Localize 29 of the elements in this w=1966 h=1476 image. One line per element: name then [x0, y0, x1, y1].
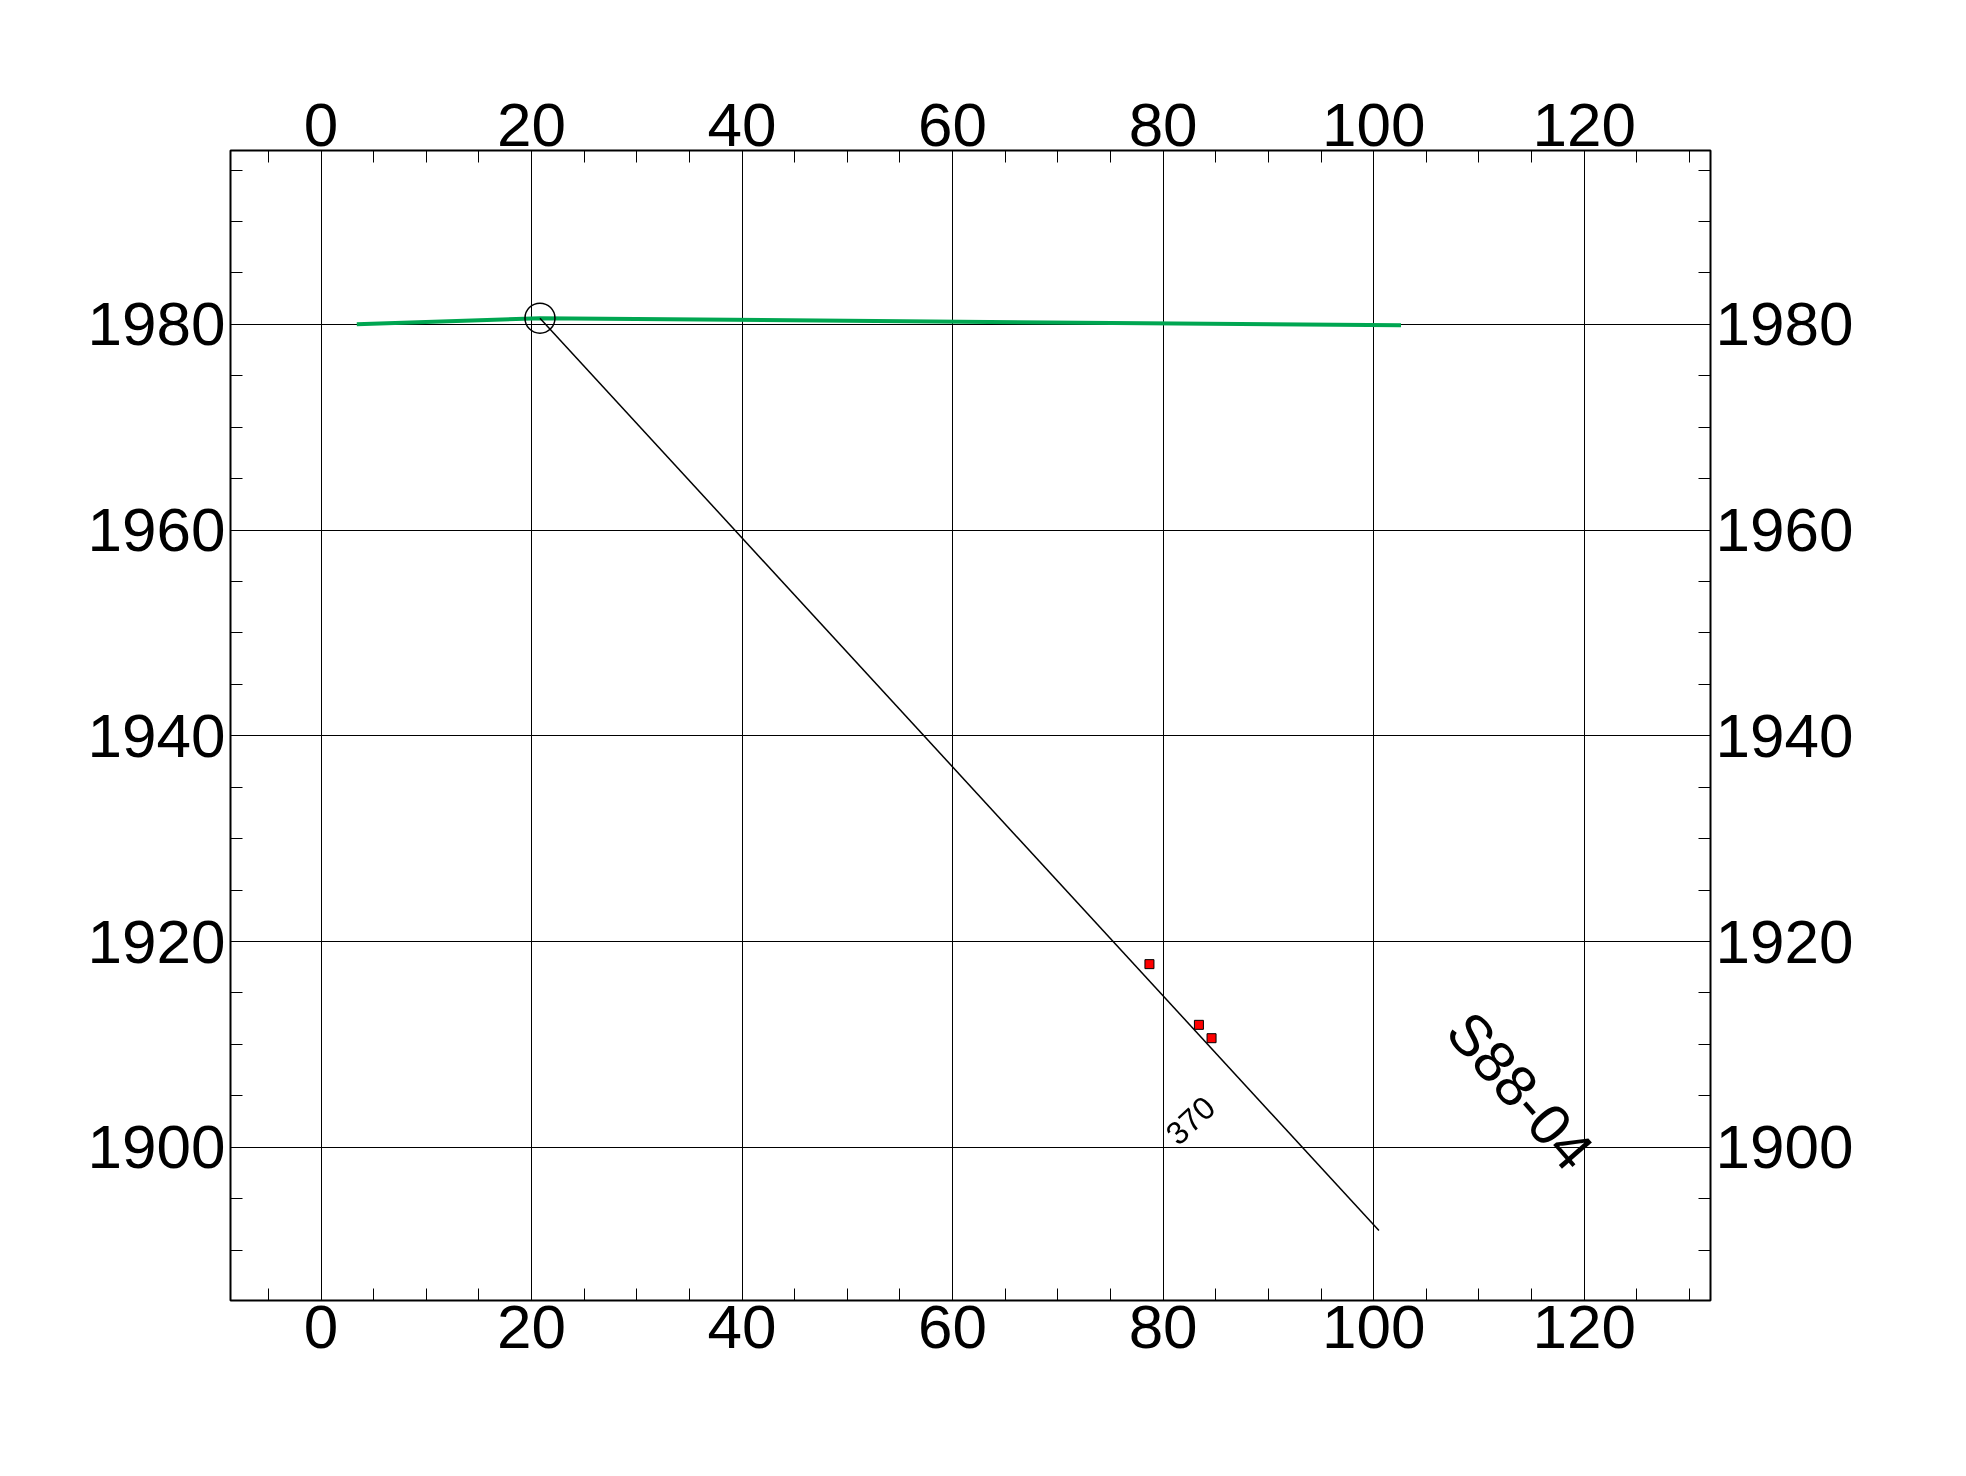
point: [1206, 1033, 1217, 1044]
x2-tick-label: 120: [1532, 1291, 1636, 1361]
y2-tick-label: 1920: [1715, 906, 1854, 976]
y-tick-label: 1960: [87, 495, 226, 565]
x2-tick-label: 0: [303, 1291, 339, 1361]
x-tick-label: 120: [1532, 89, 1636, 159]
point: [1144, 959, 1155, 970]
y-tick-label: 1980: [87, 289, 226, 359]
x-tick-label: 40: [707, 89, 777, 159]
annotation: 370: [1158, 1089, 1223, 1152]
x-tick-label: 100: [1321, 89, 1426, 159]
y2-tick-label: 1960: [1715, 495, 1854, 565]
x-tick-label: 80: [1128, 89, 1198, 159]
y-tick-label: 1940: [87, 700, 226, 770]
y-tick-label: 1920: [87, 906, 226, 976]
y2-tick-label: 1900: [1715, 1112, 1854, 1182]
point: [524, 302, 556, 334]
x2-tick-label: 80: [1128, 1291, 1198, 1361]
point: [1193, 1019, 1204, 1030]
x-tick-label: 0: [303, 89, 339, 159]
x2-tick-label: 40: [707, 1291, 777, 1361]
y-tick-label: 1900: [87, 1112, 226, 1182]
y2-tick-label: 1980: [1715, 289, 1854, 359]
x-tick-label: 60: [918, 89, 988, 159]
x-tick-label: 20: [497, 89, 567, 159]
y2-tick-label: 1940: [1715, 700, 1854, 770]
x2-tick-label: 100: [1321, 1291, 1426, 1361]
x2-tick-label: 60: [918, 1291, 988, 1361]
x2-tick-label: 20: [497, 1291, 567, 1361]
